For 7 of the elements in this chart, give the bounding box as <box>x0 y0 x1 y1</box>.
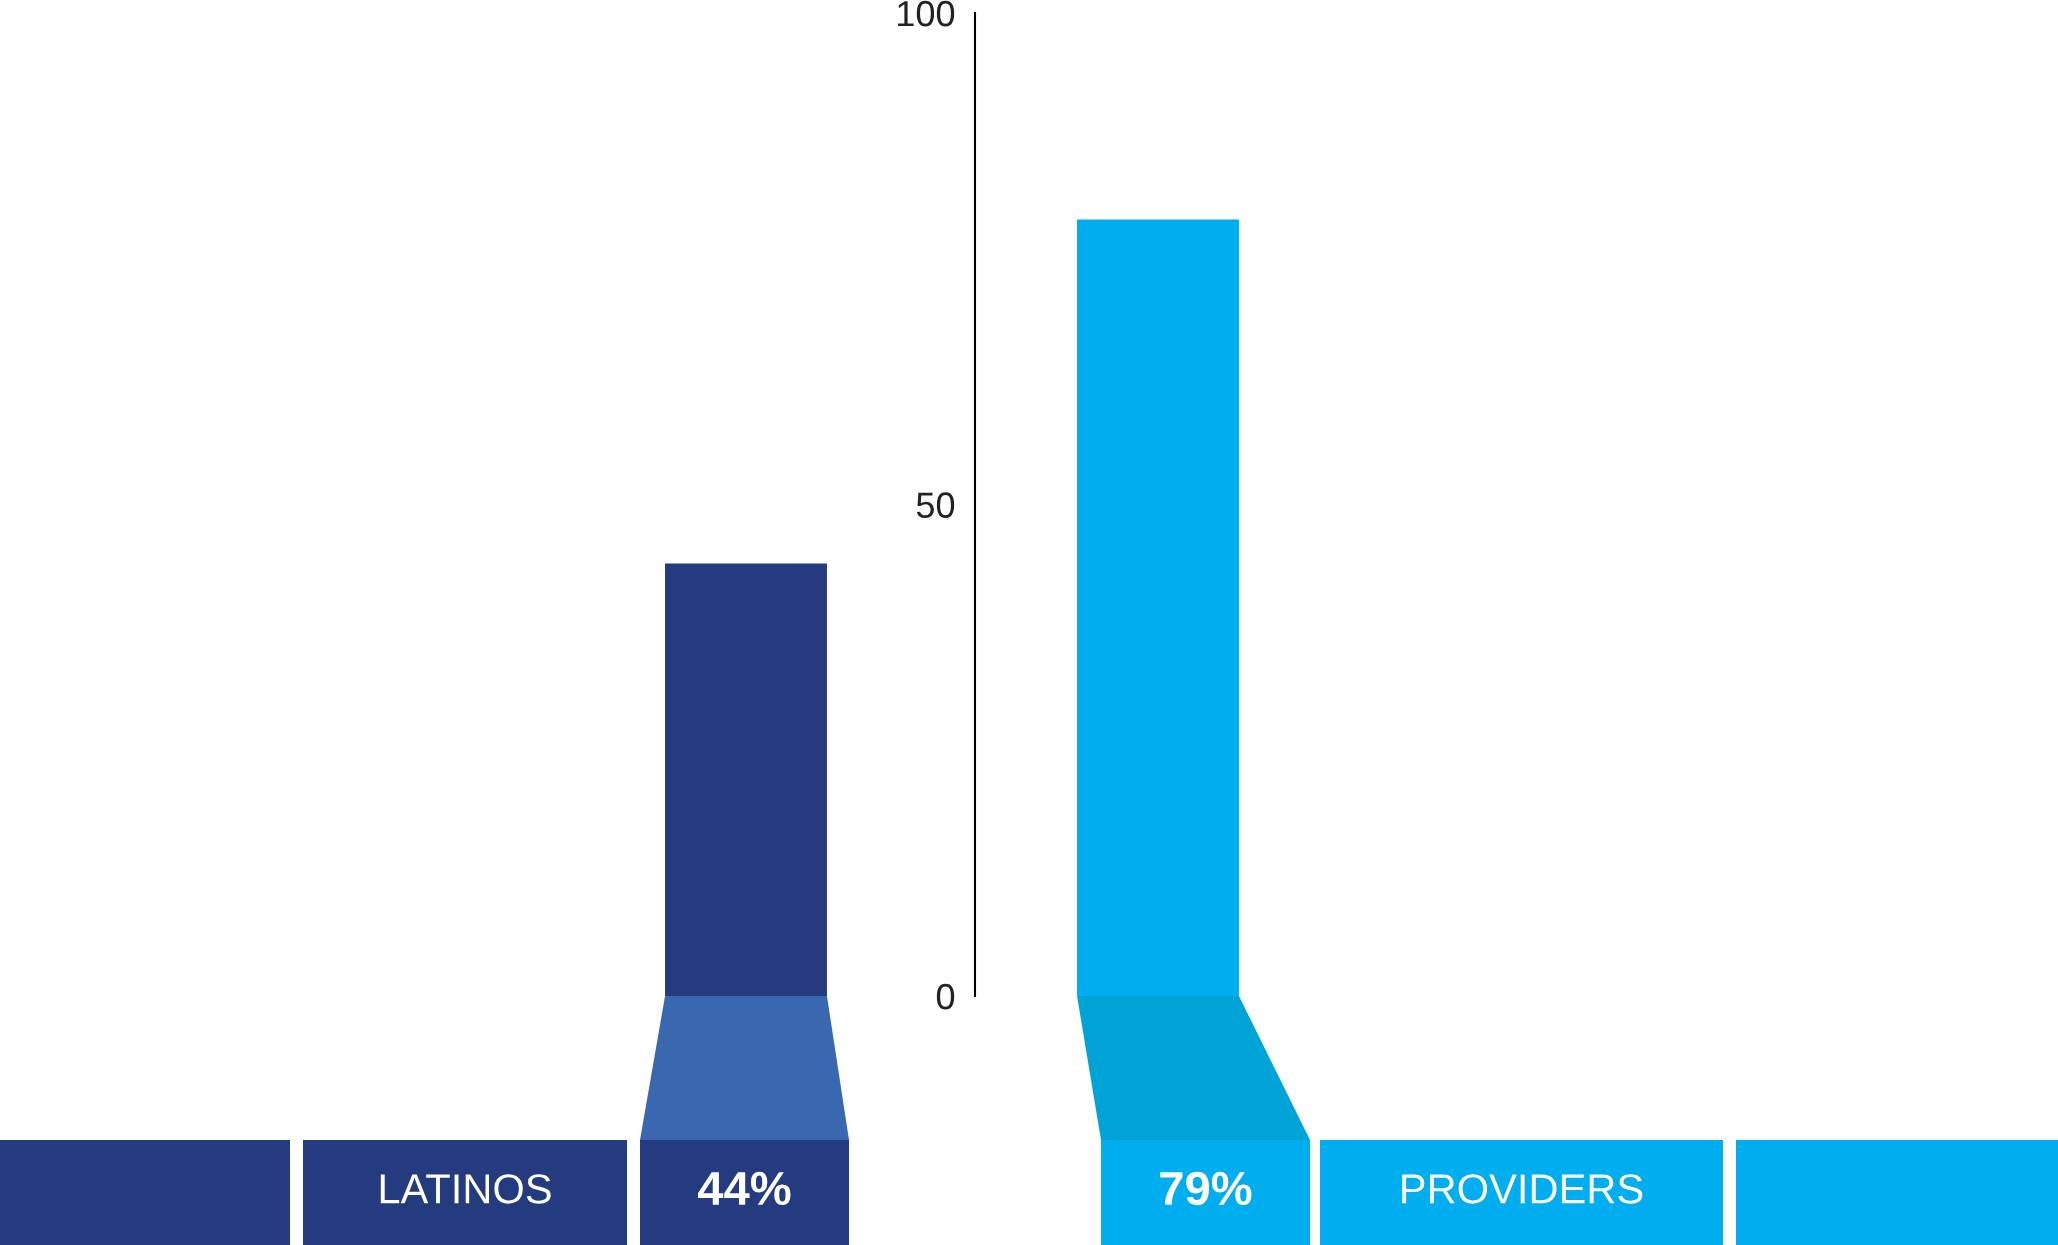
y-tick-label: 50 <box>916 492 955 518</box>
x-tick-label: LATINOS <box>380 1174 551 1204</box>
y-tick-label: 100 <box>898 0 955 27</box>
y-tick-label: 0 <box>936 983 955 1010</box>
data-label: 79% <box>1160 1171 1252 1206</box>
x-tick-label: PROVIDERS <box>1402 1174 1643 1204</box>
data-label: 44% <box>697 1171 791 1206</box>
